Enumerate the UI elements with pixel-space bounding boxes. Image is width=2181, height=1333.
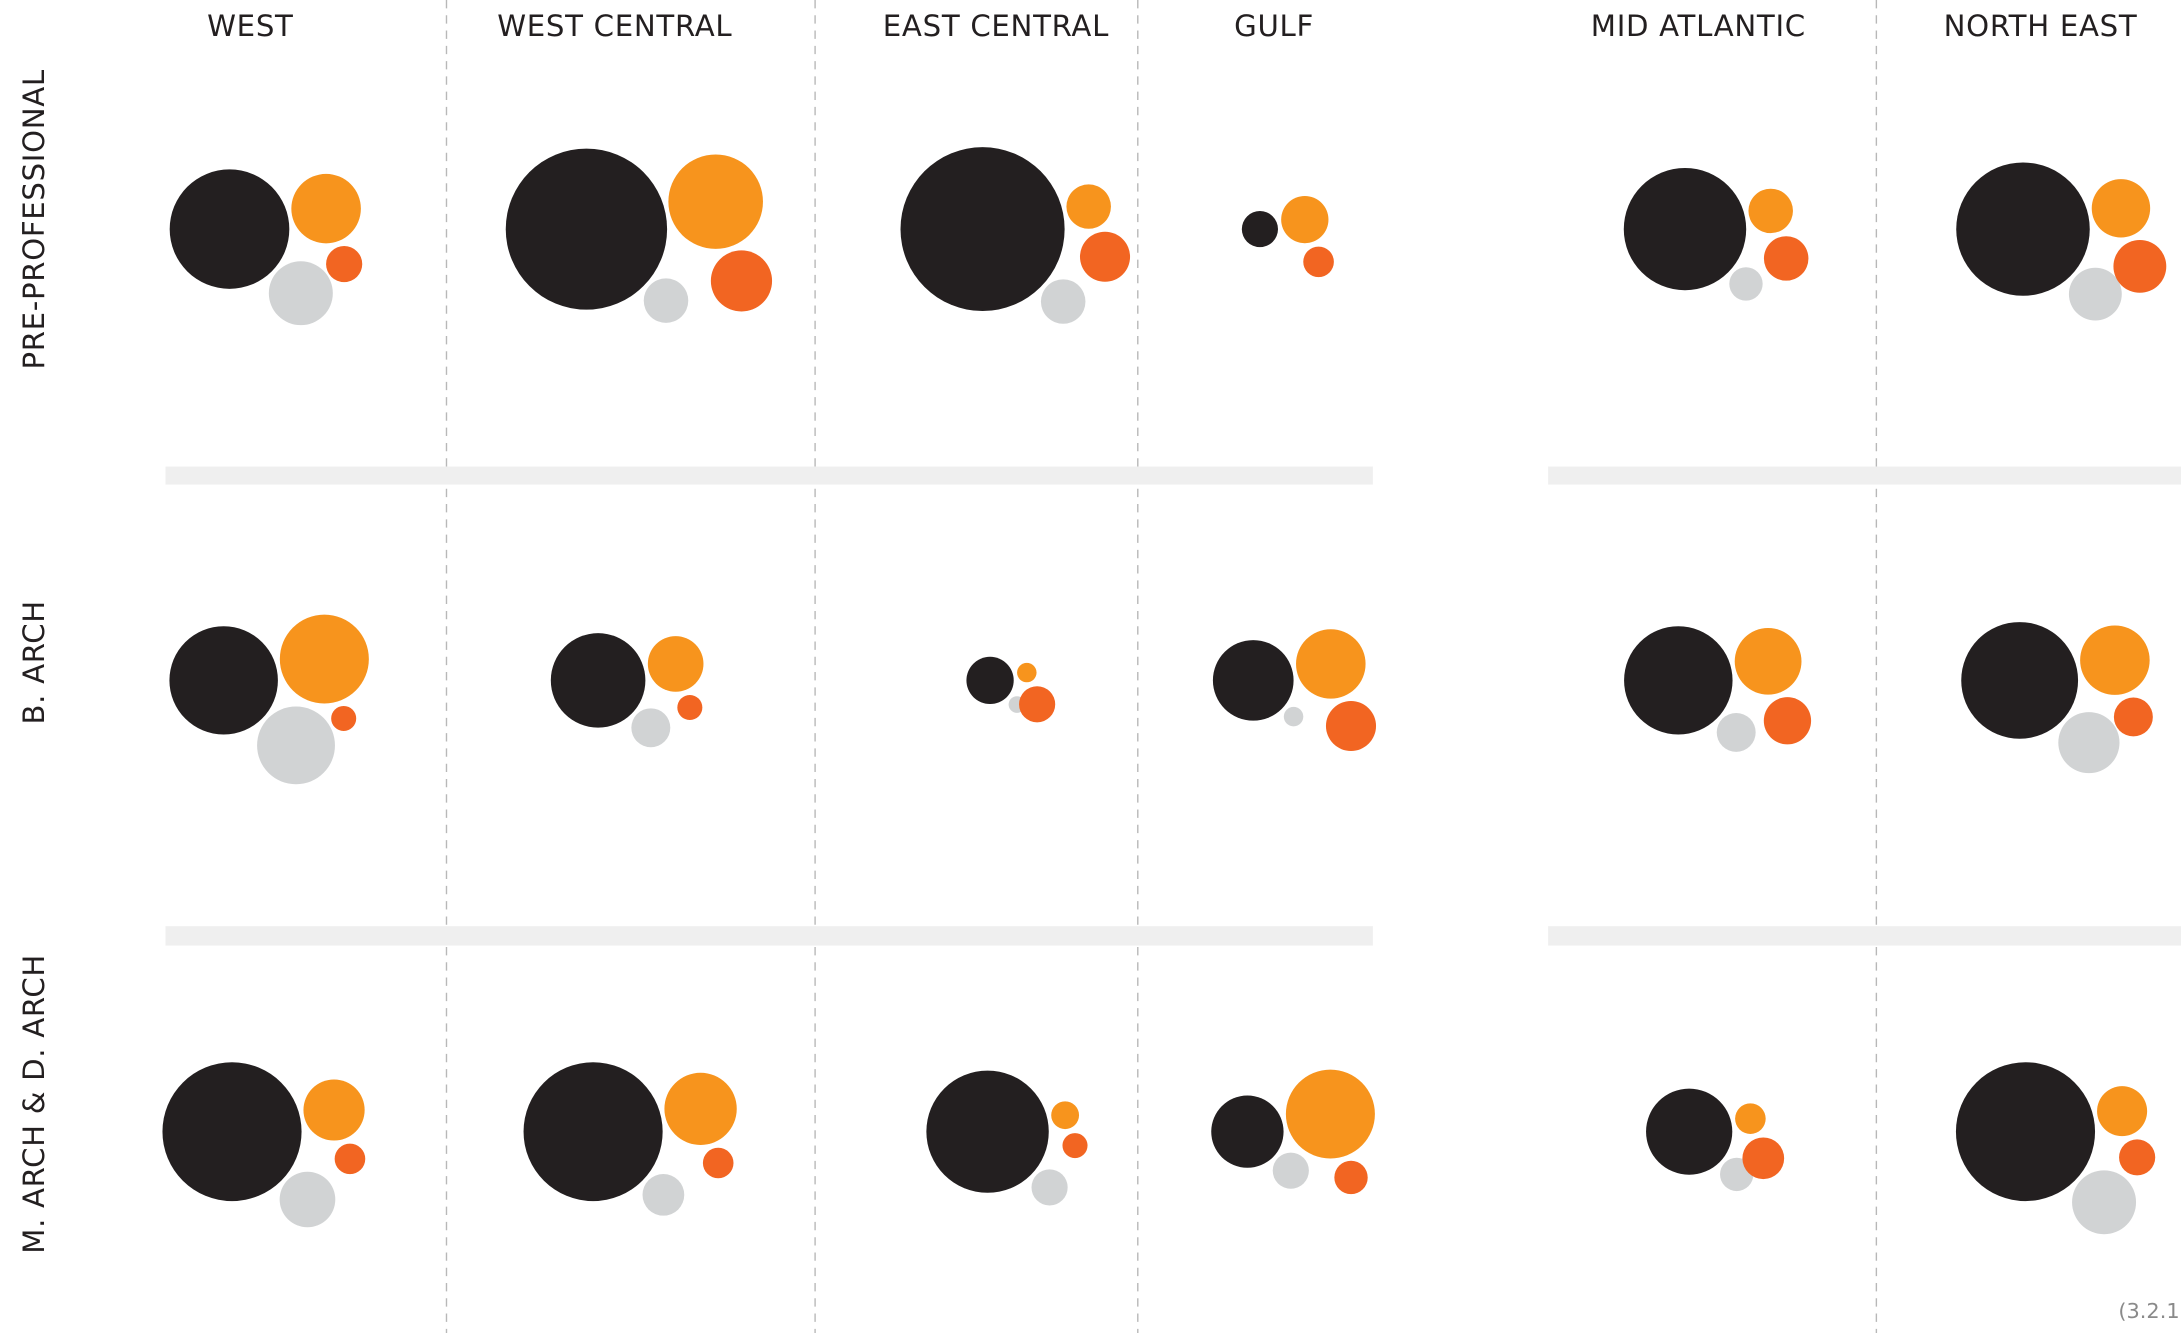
row-bands xyxy=(165,466,2181,946)
bubble xyxy=(1079,231,1131,282)
bubble xyxy=(1211,1095,1284,1168)
bubble xyxy=(1283,706,1304,727)
row-band xyxy=(165,926,1373,946)
bubble xyxy=(702,1147,734,1179)
bubble xyxy=(331,705,357,731)
bubble xyxy=(291,173,361,244)
bubble xyxy=(966,656,1014,704)
row-label: M. ARCH & D. ARCH xyxy=(17,954,51,1254)
bubble xyxy=(643,278,689,323)
column-label: WEST CENTRAL xyxy=(497,9,732,43)
bubble xyxy=(1285,1069,1375,1159)
bubble xyxy=(279,1171,336,1228)
bubble xyxy=(926,1070,1049,1193)
bubble xyxy=(1334,1160,1368,1195)
bubble xyxy=(279,614,369,704)
bubble xyxy=(326,246,363,283)
bubble xyxy=(1763,236,1809,281)
bubble xyxy=(647,636,704,692)
bubble xyxy=(631,708,671,748)
bubble xyxy=(2072,1170,2137,1235)
bubble xyxy=(2119,1139,2156,1176)
bubble xyxy=(505,148,668,310)
bubble xyxy=(1735,1103,1766,1134)
bubble xyxy=(1325,701,1377,751)
bubble xyxy=(162,1062,302,1202)
bubble xyxy=(268,261,333,326)
bubble xyxy=(1040,279,1086,324)
bubble xyxy=(642,1174,685,1216)
column-label: MID ATLANTIC xyxy=(1591,9,1806,43)
bubble xyxy=(1051,1101,1080,1130)
bubble xyxy=(1062,1133,1088,1159)
column-label: GULF xyxy=(1234,9,1314,43)
bubble xyxy=(1961,622,2079,739)
bubble xyxy=(1716,712,1756,752)
bubble xyxy=(303,1079,365,1141)
row-band xyxy=(165,466,1373,485)
bubble xyxy=(523,1062,663,1202)
bubble xyxy=(1281,195,1329,244)
row-label: B. ARCH xyxy=(17,600,51,724)
bubble xyxy=(1748,188,1793,234)
figure-note: (3.2.1 xyxy=(2118,1299,2179,1323)
bubble xyxy=(1955,1062,2096,1202)
bubble xyxy=(1303,246,1334,278)
column-label: WEST xyxy=(207,9,293,43)
bubble xyxy=(1729,267,1763,301)
bubble xyxy=(2097,1086,2148,1137)
bubble xyxy=(677,695,703,721)
row-band xyxy=(1548,466,2181,485)
bubble xyxy=(2068,267,2122,321)
bubble xyxy=(1763,697,1812,745)
column-label: NORTH EAST xyxy=(1944,9,2138,43)
bubble xyxy=(1031,1169,1068,1206)
bubble xyxy=(1624,626,1733,735)
bubble xyxy=(257,706,335,785)
bubble xyxy=(169,626,278,735)
row-band xyxy=(1548,926,2181,946)
bubble xyxy=(1272,1152,1309,1189)
separators xyxy=(445,0,1878,1333)
bubble xyxy=(1734,628,1802,695)
bubble xyxy=(1296,629,1366,699)
bubble xyxy=(550,633,646,728)
bubble xyxy=(1019,686,1056,723)
bubble xyxy=(2058,712,2120,774)
bubble xyxy=(900,147,1065,312)
row-label: PRE-PROFESSIONAL xyxy=(17,69,51,369)
bubble xyxy=(1956,162,2090,296)
bubble xyxy=(1066,184,1111,229)
bubble xyxy=(668,154,763,249)
bubble xyxy=(710,250,773,312)
bubble xyxy=(1212,640,1294,721)
bubble xyxy=(1742,1137,1785,1180)
bubble xyxy=(1623,168,1747,291)
bubble xyxy=(1017,662,1037,683)
bubble xyxy=(664,1072,737,1145)
bubble xyxy=(2091,179,2151,238)
bubble xyxy=(1646,1088,1733,1175)
bubble xyxy=(1241,211,1278,248)
bubble xyxy=(169,169,290,289)
bubble xyxy=(334,1143,366,1175)
bubble xyxy=(2080,625,2150,695)
bubble xyxy=(2113,240,2167,293)
bubble xyxy=(2113,697,2153,737)
column-label: EAST CENTRAL xyxy=(883,9,1109,43)
